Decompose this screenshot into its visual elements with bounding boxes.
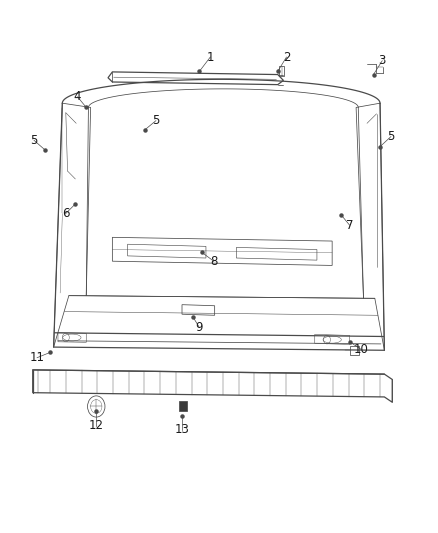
Text: 6: 6: [62, 207, 70, 220]
Text: 8: 8: [210, 255, 217, 268]
Text: 12: 12: [89, 419, 104, 432]
Text: 2: 2: [283, 51, 290, 63]
Text: 7: 7: [346, 219, 353, 232]
Text: 1: 1: [207, 51, 214, 63]
Text: 9: 9: [196, 321, 203, 334]
Text: 11: 11: [30, 351, 45, 364]
Text: 3: 3: [378, 54, 386, 67]
Text: 5: 5: [387, 130, 395, 143]
Text: 5: 5: [152, 114, 159, 127]
Text: 10: 10: [353, 343, 368, 356]
Text: 5: 5: [30, 134, 38, 147]
Text: 4: 4: [74, 90, 81, 103]
Bar: [179, 401, 187, 411]
Text: 13: 13: [175, 423, 190, 437]
